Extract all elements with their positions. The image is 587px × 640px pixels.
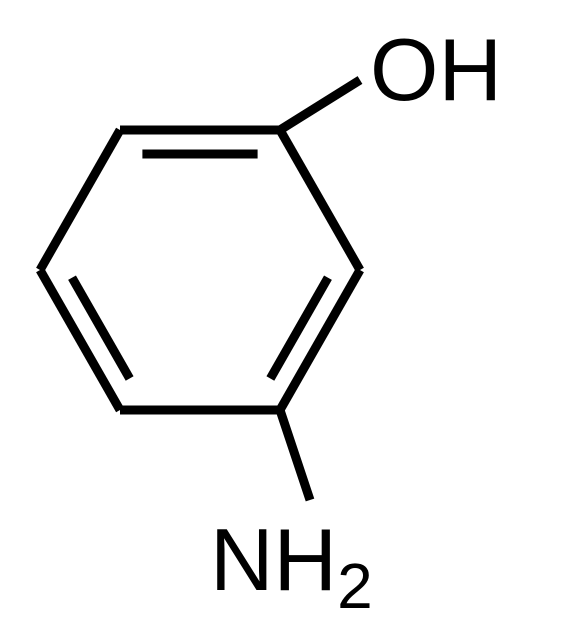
bond (280, 410, 310, 500)
bond (280, 80, 360, 130)
amine-label: NH2 (210, 510, 373, 622)
hydroxyl-label: OH (370, 20, 502, 119)
bond (72, 278, 130, 379)
molecule-diagram: OH NH2 (0, 0, 587, 640)
bond (280, 130, 360, 270)
bond (270, 278, 328, 379)
bond (40, 130, 120, 270)
